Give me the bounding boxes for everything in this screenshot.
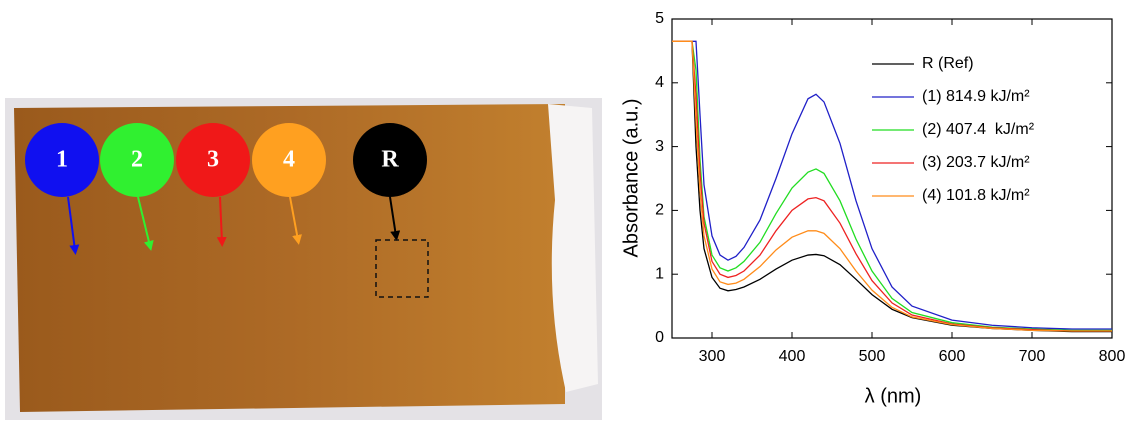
x-axis-label: λ (nm)	[865, 385, 922, 407]
x-tick-label: 300	[699, 348, 726, 365]
y-tick-label: 0	[655, 329, 664, 346]
y-tick-label: 3	[655, 138, 664, 155]
x-tick-label: 500	[859, 348, 886, 365]
x-tick-label: 700	[1019, 348, 1046, 365]
legend-label: (1) 814.9 kJ/m²	[922, 88, 1030, 105]
marker-label: 1	[56, 147, 68, 173]
series-line	[672, 41, 1112, 329]
y-tick-label: 5	[655, 10, 664, 27]
y-tick-label: 2	[655, 202, 664, 219]
x-tick-label: 800	[1099, 348, 1126, 365]
plot-frame	[672, 19, 1112, 338]
photo: 1 2 3 4 R	[5, 98, 602, 420]
legend-label: (2) 407.4 kJ/m²	[922, 121, 1035, 138]
marker-label: 3	[207, 147, 219, 173]
marker-label: 2	[131, 147, 143, 173]
x-tick-label: 400	[779, 348, 806, 365]
legend-label: R (Ref)	[922, 55, 974, 72]
marker-label: R	[381, 147, 399, 173]
legend-label: (4) 101.8 kJ/m²	[922, 187, 1030, 204]
legend-label: (3) 203.7 kJ/m²	[922, 154, 1030, 171]
series-line	[672, 41, 1112, 331]
y-axis-label: Absorbance (a.u.)	[620, 99, 642, 258]
y-tick-label: 4	[655, 74, 664, 91]
y-tick-label: 1	[655, 265, 664, 282]
x-tick-label: 600	[939, 348, 966, 365]
marker-label: 4	[283, 147, 295, 173]
figure: 1 2 3 4 R λ (nm) Absorbance (a.u.) 30040…	[0, 0, 1133, 421]
